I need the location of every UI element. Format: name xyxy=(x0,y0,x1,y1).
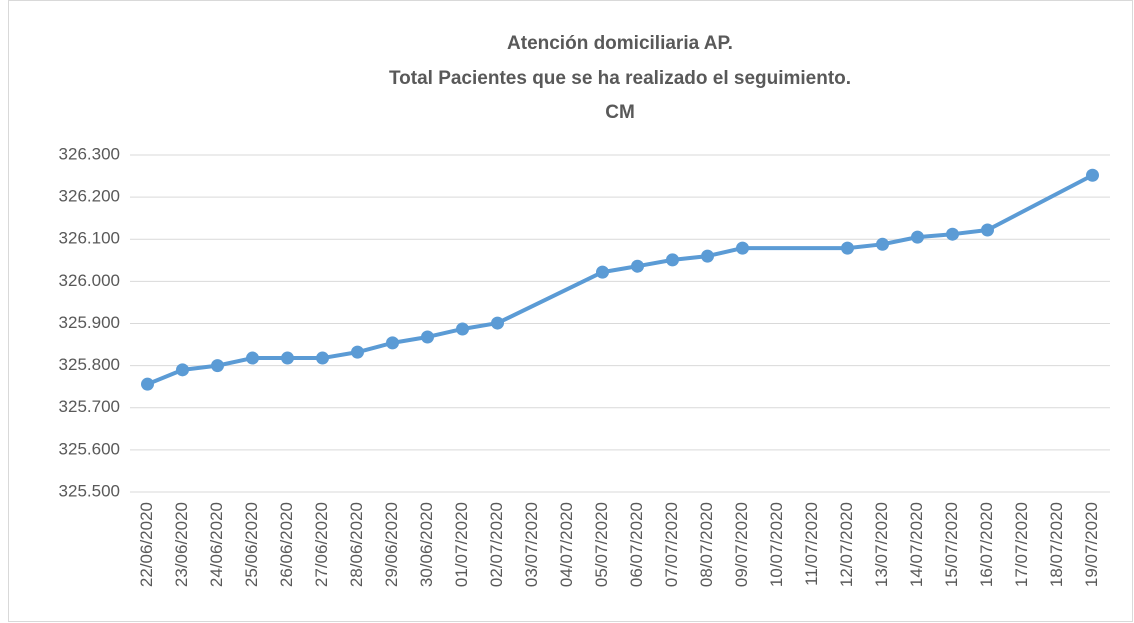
line-segment xyxy=(495,270,605,326)
x-tick-label: 16/07/2020 xyxy=(977,502,996,587)
marker xyxy=(596,265,609,279)
marker xyxy=(456,322,469,336)
marker xyxy=(841,241,854,255)
marker xyxy=(911,230,924,244)
x-tick-label: 14/07/2020 xyxy=(907,502,926,587)
marker xyxy=(491,316,504,330)
y-tick-label: 326.300 xyxy=(59,144,120,163)
chart-title: Atención domiciliaria AP. xyxy=(507,33,733,54)
marker xyxy=(736,241,749,255)
x-tick-label: 26/06/2020 xyxy=(277,502,296,587)
marker xyxy=(631,259,644,273)
marker xyxy=(386,336,399,350)
x-tick-label: 08/07/2020 xyxy=(697,502,716,587)
x-tick-label: 30/06/2020 xyxy=(417,502,436,587)
y-tick-label: 326.000 xyxy=(59,271,120,290)
y-tick-label: 325.500 xyxy=(59,481,120,500)
y-tick-label: 325.900 xyxy=(59,313,120,332)
marker xyxy=(981,223,994,237)
marker xyxy=(701,249,714,263)
x-tick-label: 27/06/2020 xyxy=(312,502,331,587)
marker xyxy=(351,345,364,359)
marker xyxy=(666,253,679,267)
marker xyxy=(876,237,889,251)
x-tick-label: 04/07/2020 xyxy=(557,502,576,587)
marker xyxy=(316,351,329,365)
chart-border xyxy=(8,0,1133,622)
x-tick-label: 12/07/2020 xyxy=(837,502,856,587)
x-tick-label: 15/07/2020 xyxy=(942,502,961,587)
x-tick-label: 28/06/2020 xyxy=(347,502,366,587)
marker xyxy=(1086,168,1099,182)
x-tick-label: 03/07/2020 xyxy=(522,502,541,587)
x-tick-label: 24/06/2020 xyxy=(207,502,226,587)
x-tick-label: 29/06/2020 xyxy=(382,502,401,587)
y-tick-label: 325.700 xyxy=(59,397,120,416)
x-tick-label: 05/07/2020 xyxy=(592,502,611,587)
marker xyxy=(211,359,224,373)
x-tick-label: 01/07/2020 xyxy=(452,502,471,587)
x-tick-label: 07/07/2020 xyxy=(662,502,681,587)
line-segment xyxy=(985,173,1095,232)
y-tick-label: 326.200 xyxy=(59,187,120,206)
x-tick-label: 18/07/2020 xyxy=(1047,502,1066,587)
y-tick-label: 325.800 xyxy=(59,355,120,374)
x-tick-label: 02/07/2020 xyxy=(487,502,506,587)
x-tick-label: 13/07/2020 xyxy=(872,502,891,587)
chart-title: CM xyxy=(605,102,635,123)
x-tick-label: 19/07/2020 xyxy=(1082,502,1101,587)
x-tick-label: 17/07/2020 xyxy=(1012,502,1031,587)
x-tick-label: 11/07/2020 xyxy=(802,502,821,586)
marker xyxy=(946,227,959,241)
x-tick-label: 22/06/2020 xyxy=(137,502,156,587)
x-tick-label: 10/07/2020 xyxy=(767,502,786,587)
marker xyxy=(281,351,294,365)
y-tick-label: 326.100 xyxy=(59,229,120,248)
x-tick-label: 25/06/2020 xyxy=(242,502,261,587)
x-tick-label: 23/06/2020 xyxy=(172,502,191,587)
marker xyxy=(141,377,154,391)
x-tick-label: 06/07/2020 xyxy=(627,502,646,587)
chart-title: Total Pacientes que se ha realizado el s… xyxy=(389,68,851,89)
x-tick-label: 09/07/2020 xyxy=(732,502,751,587)
marker xyxy=(176,363,189,377)
y-tick-label: 325.600 xyxy=(59,439,120,458)
marker xyxy=(246,351,259,365)
marker xyxy=(421,330,434,344)
